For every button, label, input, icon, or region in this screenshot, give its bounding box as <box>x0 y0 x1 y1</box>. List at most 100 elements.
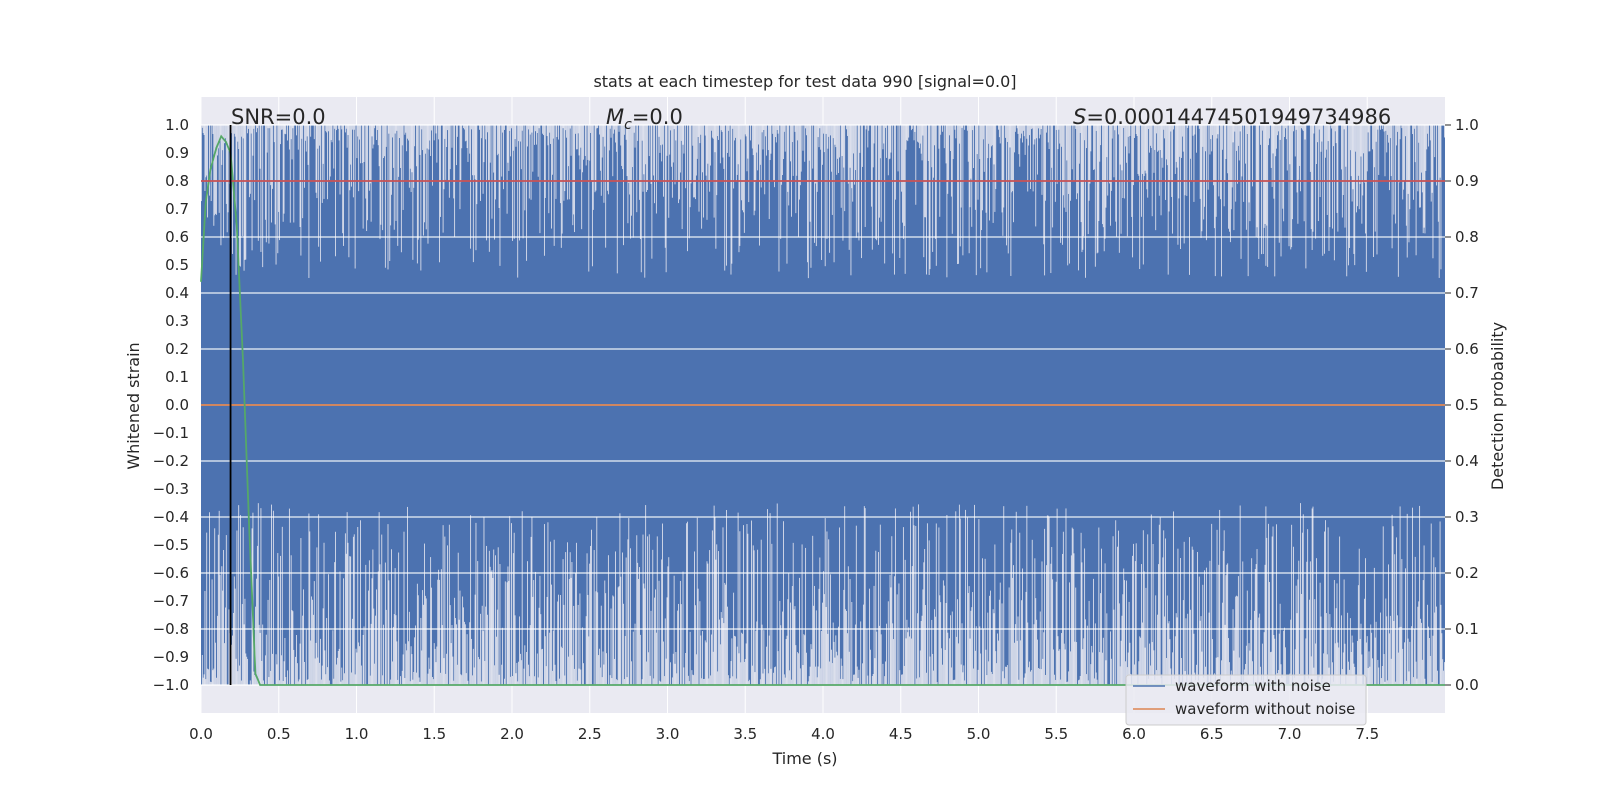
noise-gap-top <box>681 125 683 230</box>
noise-gap-bottom <box>1173 511 1174 685</box>
noise-gap-bottom <box>1371 632 1373 685</box>
noise-gap-top <box>1214 125 1216 277</box>
noise-gap-bottom <box>1270 651 1272 685</box>
noise-gap-top <box>1343 125 1345 130</box>
noise-gap-bottom <box>276 664 278 685</box>
noise-gap-bottom <box>731 638 733 685</box>
noise-gap-top <box>1080 125 1082 223</box>
noise-gap-bottom <box>974 504 975 685</box>
noise-gap-top <box>247 125 249 134</box>
noise-gap-top <box>1313 125 1315 134</box>
noise-gap-bottom <box>1149 643 1150 685</box>
noise-gap-bottom <box>1216 529 1218 685</box>
noise-gap-bottom <box>341 667 343 685</box>
noise-gap-top <box>929 125 931 270</box>
noise-gap-top <box>1183 125 1185 244</box>
noise-gap-top <box>510 125 512 157</box>
noise-gap-top <box>1212 125 1213 136</box>
noise-gap-top <box>899 125 901 258</box>
noise-gap-bottom <box>270 670 272 685</box>
noise-gap-bottom <box>1197 551 1198 685</box>
noise-gap-top <box>476 125 478 205</box>
noise-gap-bottom <box>994 544 996 685</box>
noise-gap-top <box>371 125 373 137</box>
noise-gap-top <box>1397 125 1399 277</box>
noise-gap-top <box>509 125 511 131</box>
noise-gap-bottom <box>893 639 894 685</box>
noise-gap-top <box>420 125 422 271</box>
noise-gap-bottom <box>208 669 209 685</box>
noise-gap-bottom <box>373 608 375 685</box>
noise-gap-bottom <box>623 603 624 685</box>
noise-gap-bottom <box>1414 556 1416 685</box>
noise-gap-top <box>696 125 698 159</box>
noise-gap-top <box>748 125 750 203</box>
noise-gap-top <box>350 125 352 165</box>
noise-gap-top <box>907 125 909 142</box>
noise-gap-top <box>1007 125 1009 254</box>
noise-gap-top <box>774 125 775 188</box>
noise-gap-top <box>828 125 830 137</box>
noise-gap-bottom <box>842 679 844 685</box>
noise-gap-bottom <box>1246 590 1248 685</box>
noise-gap-bottom <box>575 542 577 685</box>
noise-gap-bottom <box>1087 680 1089 685</box>
noise-gap-bottom <box>922 589 924 685</box>
noise-gap-bottom <box>787 599 789 685</box>
noise-gap-top <box>1413 125 1415 129</box>
noise-gap-top <box>743 125 744 213</box>
noise-gap-top <box>1179 125 1181 157</box>
noise-gap-top <box>702 125 703 173</box>
noise-gap-top <box>367 125 368 221</box>
noise-gap-top <box>202 125 204 134</box>
noise-gap-top <box>974 125 976 210</box>
noise-gap-bottom <box>432 679 434 685</box>
noise-gap-bottom <box>232 612 234 685</box>
noise-gap-top <box>547 125 549 146</box>
noise-gap-bottom <box>1283 630 1285 685</box>
noise-gap-bottom <box>853 674 855 685</box>
noise-gap-top <box>1290 125 1292 250</box>
noise-gap-bottom <box>1406 513 1408 685</box>
noise-gap-top <box>917 125 918 142</box>
noise-gap-bottom <box>1256 549 1258 685</box>
noise-gap-bottom <box>730 661 732 685</box>
noise-gap-bottom <box>1233 650 1235 685</box>
noise-gap-top <box>288 125 290 150</box>
noise-gap-bottom <box>1268 523 1269 685</box>
noise-gap-bottom <box>626 677 628 685</box>
noise-gap-bottom <box>755 630 757 685</box>
noise-gap-bottom <box>1039 611 1041 685</box>
noise-gap-bottom <box>950 615 951 685</box>
noise-gap-top <box>1106 125 1108 158</box>
noise-gap-bottom <box>1405 680 1407 685</box>
noise-gap-bottom <box>1176 617 1178 685</box>
noise-gap-bottom <box>1239 505 1241 685</box>
noise-gap-bottom <box>1005 666 1006 685</box>
noise-gap-bottom <box>783 674 785 685</box>
noise-gap-top <box>1360 125 1362 157</box>
noise-gap-bottom <box>639 634 641 685</box>
noise-gap-bottom <box>416 672 417 685</box>
noise-gap-top <box>264 125 266 220</box>
noise-gap-bottom <box>951 611 953 685</box>
noise-gap-bottom <box>530 536 532 685</box>
noise-gap-bottom <box>874 658 876 685</box>
noise-gap-top <box>752 125 754 156</box>
noise-gap-top <box>538 125 540 129</box>
noise-gap-bottom <box>1030 670 1032 685</box>
noise-gap-bottom <box>583 663 584 685</box>
noise-gap-bottom <box>1269 652 1271 685</box>
noise-gap-top <box>1328 125 1330 251</box>
noise-gap-bottom <box>465 673 467 685</box>
noise-gap-top <box>854 125 855 185</box>
noise-gap-bottom <box>1118 530 1119 685</box>
noise-gap-top <box>424 125 426 154</box>
noise-gap-bottom <box>1082 649 1084 685</box>
y-left-tick-label: 0.4 <box>165 284 189 302</box>
noise-gap-bottom <box>854 674 855 685</box>
noise-gap-top <box>240 125 241 267</box>
noise-gap-top <box>870 125 872 207</box>
noise-gap-top <box>1172 125 1174 234</box>
noise-gap-top <box>1209 125 1211 155</box>
